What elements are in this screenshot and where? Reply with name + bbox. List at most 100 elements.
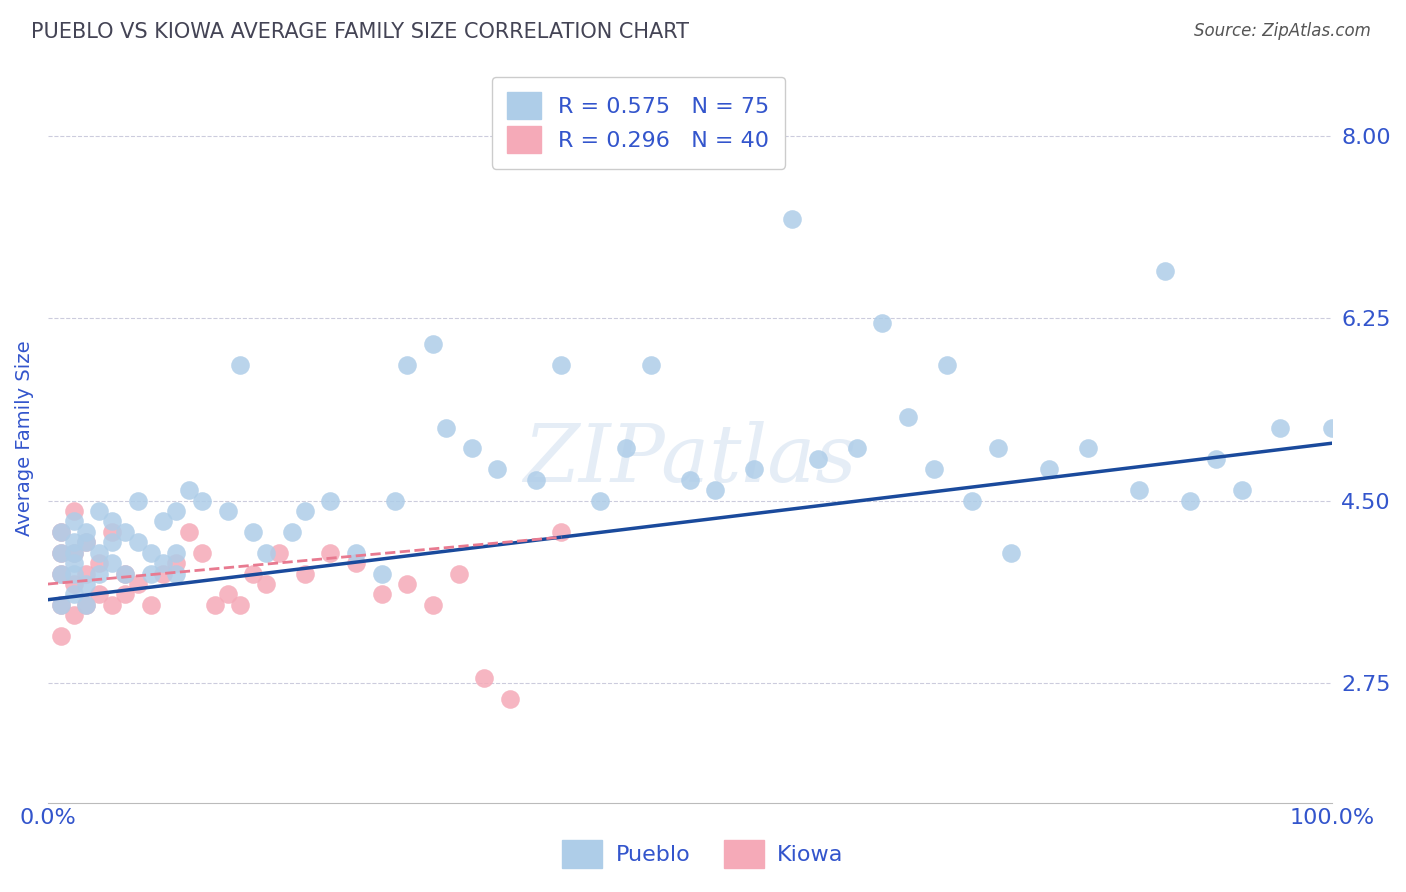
- Point: [114, 587, 136, 601]
- Point: [127, 535, 149, 549]
- Point: [191, 546, 214, 560]
- Point: [75, 566, 97, 581]
- Point: [229, 598, 252, 612]
- Point: [62, 577, 84, 591]
- Point: [49, 524, 72, 539]
- Point: [742, 462, 765, 476]
- Point: [49, 546, 72, 560]
- Point: [640, 358, 662, 372]
- Point: [75, 577, 97, 591]
- Point: [474, 671, 496, 685]
- Text: ZIPatlas: ZIPatlas: [523, 421, 856, 499]
- Point: [679, 473, 702, 487]
- Point: [242, 524, 264, 539]
- Point: [75, 535, 97, 549]
- Point: [49, 524, 72, 539]
- Point: [254, 577, 277, 591]
- Point: [872, 316, 894, 330]
- Point: [89, 504, 111, 518]
- Point: [89, 546, 111, 560]
- Point: [101, 515, 124, 529]
- Point: [447, 566, 470, 581]
- Point: [165, 566, 187, 581]
- Point: [49, 546, 72, 560]
- Point: [614, 442, 637, 456]
- Point: [1205, 451, 1227, 466]
- Point: [344, 546, 367, 560]
- Point: [165, 556, 187, 570]
- Point: [152, 566, 174, 581]
- Point: [524, 473, 547, 487]
- Point: [127, 577, 149, 591]
- Point: [1153, 264, 1175, 278]
- Point: [384, 493, 406, 508]
- Point: [1077, 442, 1099, 456]
- Point: [49, 629, 72, 643]
- Point: [229, 358, 252, 372]
- Point: [319, 493, 342, 508]
- Point: [1180, 493, 1202, 508]
- Point: [139, 546, 162, 560]
- Point: [319, 546, 342, 560]
- Point: [1230, 483, 1253, 498]
- Point: [89, 566, 111, 581]
- Point: [62, 546, 84, 560]
- Point: [62, 566, 84, 581]
- Point: [114, 566, 136, 581]
- Point: [704, 483, 727, 498]
- Point: [114, 566, 136, 581]
- Point: [62, 608, 84, 623]
- Point: [139, 598, 162, 612]
- Point: [486, 462, 509, 476]
- Point: [1000, 546, 1022, 560]
- Point: [75, 598, 97, 612]
- Point: [62, 546, 84, 560]
- Point: [897, 410, 920, 425]
- Point: [1270, 420, 1292, 434]
- Point: [191, 493, 214, 508]
- Point: [396, 358, 419, 372]
- Text: PUEBLO VS KIOWA AVERAGE FAMILY SIZE CORRELATION CHART: PUEBLO VS KIOWA AVERAGE FAMILY SIZE CORR…: [31, 22, 689, 42]
- Point: [1320, 420, 1343, 434]
- Point: [89, 556, 111, 570]
- Point: [49, 598, 72, 612]
- Point: [935, 358, 957, 372]
- Point: [589, 493, 612, 508]
- Point: [204, 598, 226, 612]
- Point: [49, 566, 72, 581]
- Point: [422, 337, 444, 351]
- Point: [152, 556, 174, 570]
- Point: [62, 535, 84, 549]
- Point: [177, 483, 200, 498]
- Point: [101, 524, 124, 539]
- Point: [165, 546, 187, 560]
- Point: [242, 566, 264, 581]
- Point: [127, 493, 149, 508]
- Point: [807, 451, 830, 466]
- Point: [294, 566, 316, 581]
- Point: [89, 587, 111, 601]
- Point: [75, 598, 97, 612]
- Point: [1038, 462, 1060, 476]
- Point: [344, 556, 367, 570]
- Point: [114, 524, 136, 539]
- Point: [62, 587, 84, 601]
- Point: [499, 691, 522, 706]
- Point: [152, 515, 174, 529]
- Point: [550, 524, 572, 539]
- Point: [49, 598, 72, 612]
- Point: [281, 524, 304, 539]
- Point: [422, 598, 444, 612]
- Y-axis label: Average Family Size: Average Family Size: [15, 340, 34, 536]
- Point: [960, 493, 983, 508]
- Point: [254, 546, 277, 560]
- Point: [101, 598, 124, 612]
- Point: [62, 556, 84, 570]
- Point: [845, 442, 868, 456]
- Point: [460, 442, 482, 456]
- Point: [370, 587, 392, 601]
- Point: [165, 504, 187, 518]
- Point: [177, 524, 200, 539]
- Point: [217, 504, 239, 518]
- Point: [396, 577, 419, 591]
